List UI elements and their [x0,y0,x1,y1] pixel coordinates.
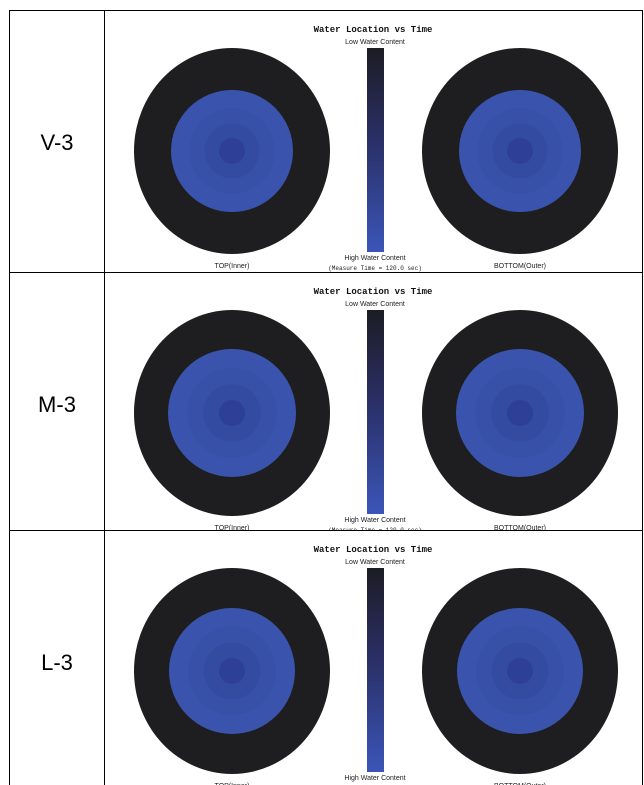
measure-time: (Measure Time = 120.0 sec) [328,265,422,272]
low-label: Low Water Content [345,39,405,46]
row-label: M-3 [38,392,76,417]
disk-label: TOP(Inner) [215,263,250,270]
disk-core [219,658,245,684]
disk-core [219,138,245,164]
table-row: M-3 Water Location vs Time Low Water Conte… [9,272,643,534]
panel-title: Water Location vs Time [314,545,433,555]
panel-title: Water Location vs Time [314,287,433,297]
table-row: V-3 Water Location vs Time Low Water Conte… [9,10,643,273]
disk-label: TOP(Inner) [215,783,250,785]
disk-label: TOP(Inner) [215,525,250,532]
color-bar [367,310,384,514]
high-label: High Water Content [344,255,405,262]
high-label: High Water Content [344,517,405,524]
low-label: Low Water Content [345,559,405,566]
disk-core [507,658,533,684]
disk-core [507,400,533,426]
row-label: V-3 [40,130,73,155]
disk-core [219,400,245,426]
disk-label: BOTTOM(Outer) [494,783,546,785]
disk-core [507,138,533,164]
low-label: Low Water Content [345,301,405,308]
row-label: L-3 [41,650,73,675]
color-bar [367,568,384,772]
table-row: L-3 Water Location vs Time Low Water Conte… [9,530,643,785]
color-bar [367,48,384,252]
high-label: High Water Content [344,775,405,782]
panel-title: Water Location vs Time [314,25,433,35]
disk-label: BOTTOM(Outer) [494,525,546,532]
disk-label: BOTTOM(Outer) [494,263,546,270]
